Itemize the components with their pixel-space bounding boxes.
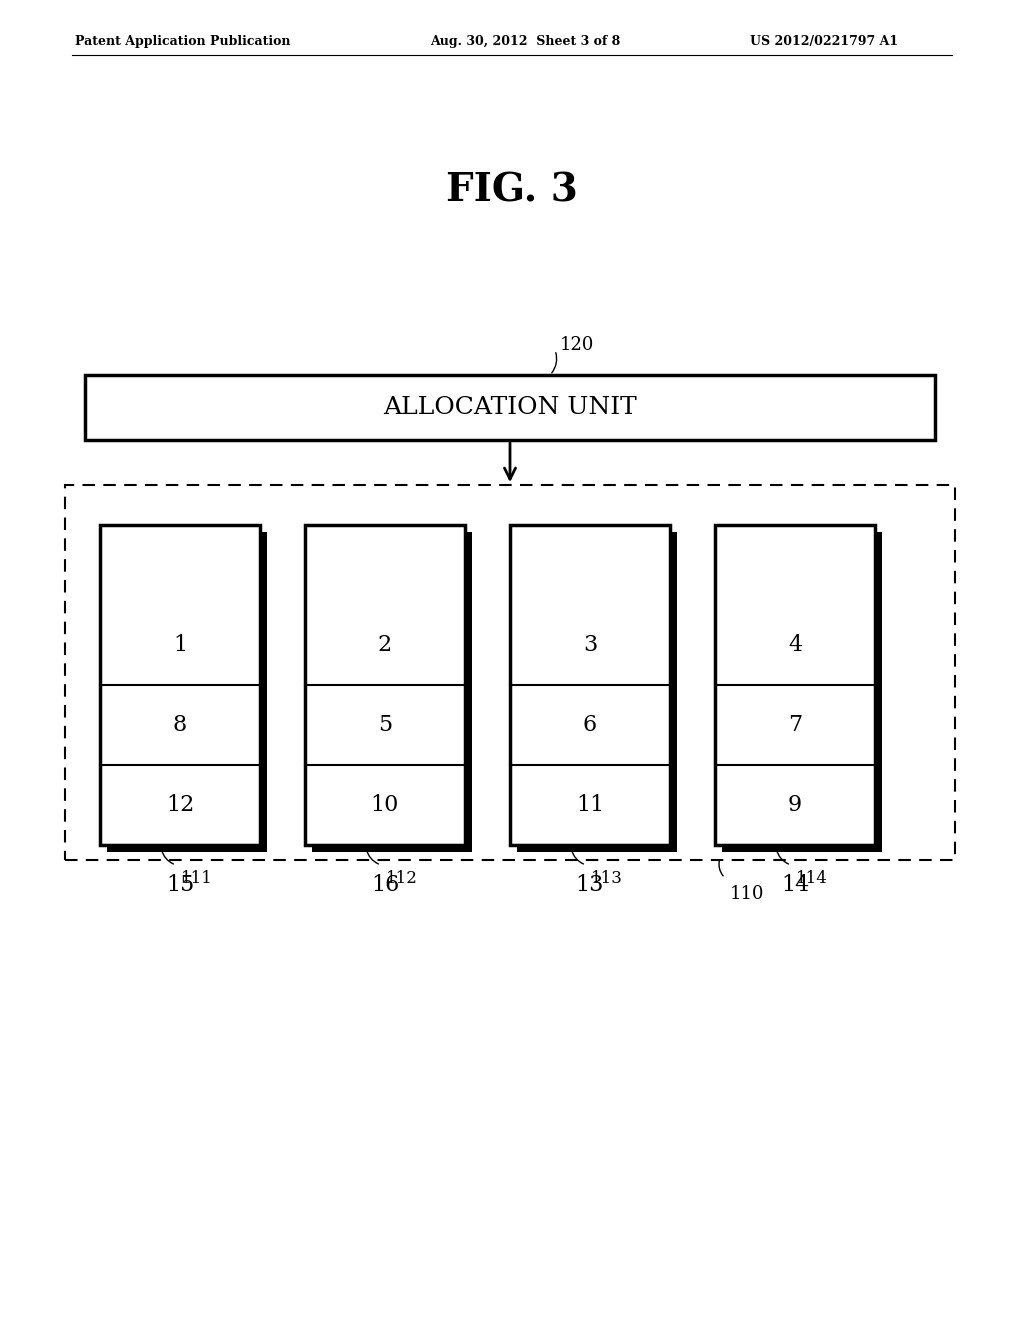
FancyBboxPatch shape [106, 532, 267, 851]
Text: Aug. 30, 2012  Sheet 3 of 8: Aug. 30, 2012 Sheet 3 of 8 [430, 36, 621, 48]
Text: 12: 12 [166, 795, 195, 816]
Text: 114: 114 [796, 870, 827, 887]
Text: 4: 4 [787, 634, 802, 656]
Text: 3: 3 [583, 634, 597, 656]
FancyBboxPatch shape [517, 532, 677, 851]
FancyBboxPatch shape [715, 525, 874, 845]
Text: 5: 5 [378, 714, 392, 737]
Text: 8: 8 [173, 714, 187, 737]
Text: 7: 7 [787, 714, 802, 737]
FancyBboxPatch shape [305, 525, 465, 845]
FancyBboxPatch shape [100, 525, 260, 845]
Text: 13: 13 [575, 874, 604, 896]
Text: 14: 14 [781, 874, 809, 896]
Text: 6: 6 [583, 714, 597, 737]
Text: 120: 120 [560, 337, 594, 354]
Text: 113: 113 [591, 870, 623, 887]
FancyBboxPatch shape [722, 532, 882, 851]
Text: 2: 2 [378, 634, 392, 656]
Text: FIG. 3: FIG. 3 [446, 172, 578, 209]
Text: 11: 11 [575, 795, 604, 816]
FancyBboxPatch shape [85, 375, 935, 440]
Text: 110: 110 [730, 884, 765, 903]
FancyBboxPatch shape [510, 525, 670, 845]
Text: US 2012/0221797 A1: US 2012/0221797 A1 [750, 36, 898, 48]
Text: 111: 111 [181, 870, 213, 887]
Text: 15: 15 [166, 874, 195, 896]
Text: 1: 1 [173, 634, 187, 656]
Text: 16: 16 [371, 874, 399, 896]
Text: 10: 10 [371, 795, 399, 816]
Text: Patent Application Publication: Patent Application Publication [75, 36, 291, 48]
Text: 9: 9 [787, 795, 802, 816]
FancyBboxPatch shape [312, 532, 472, 851]
Text: 112: 112 [386, 870, 418, 887]
Text: ALLOCATION UNIT: ALLOCATION UNIT [383, 396, 637, 418]
